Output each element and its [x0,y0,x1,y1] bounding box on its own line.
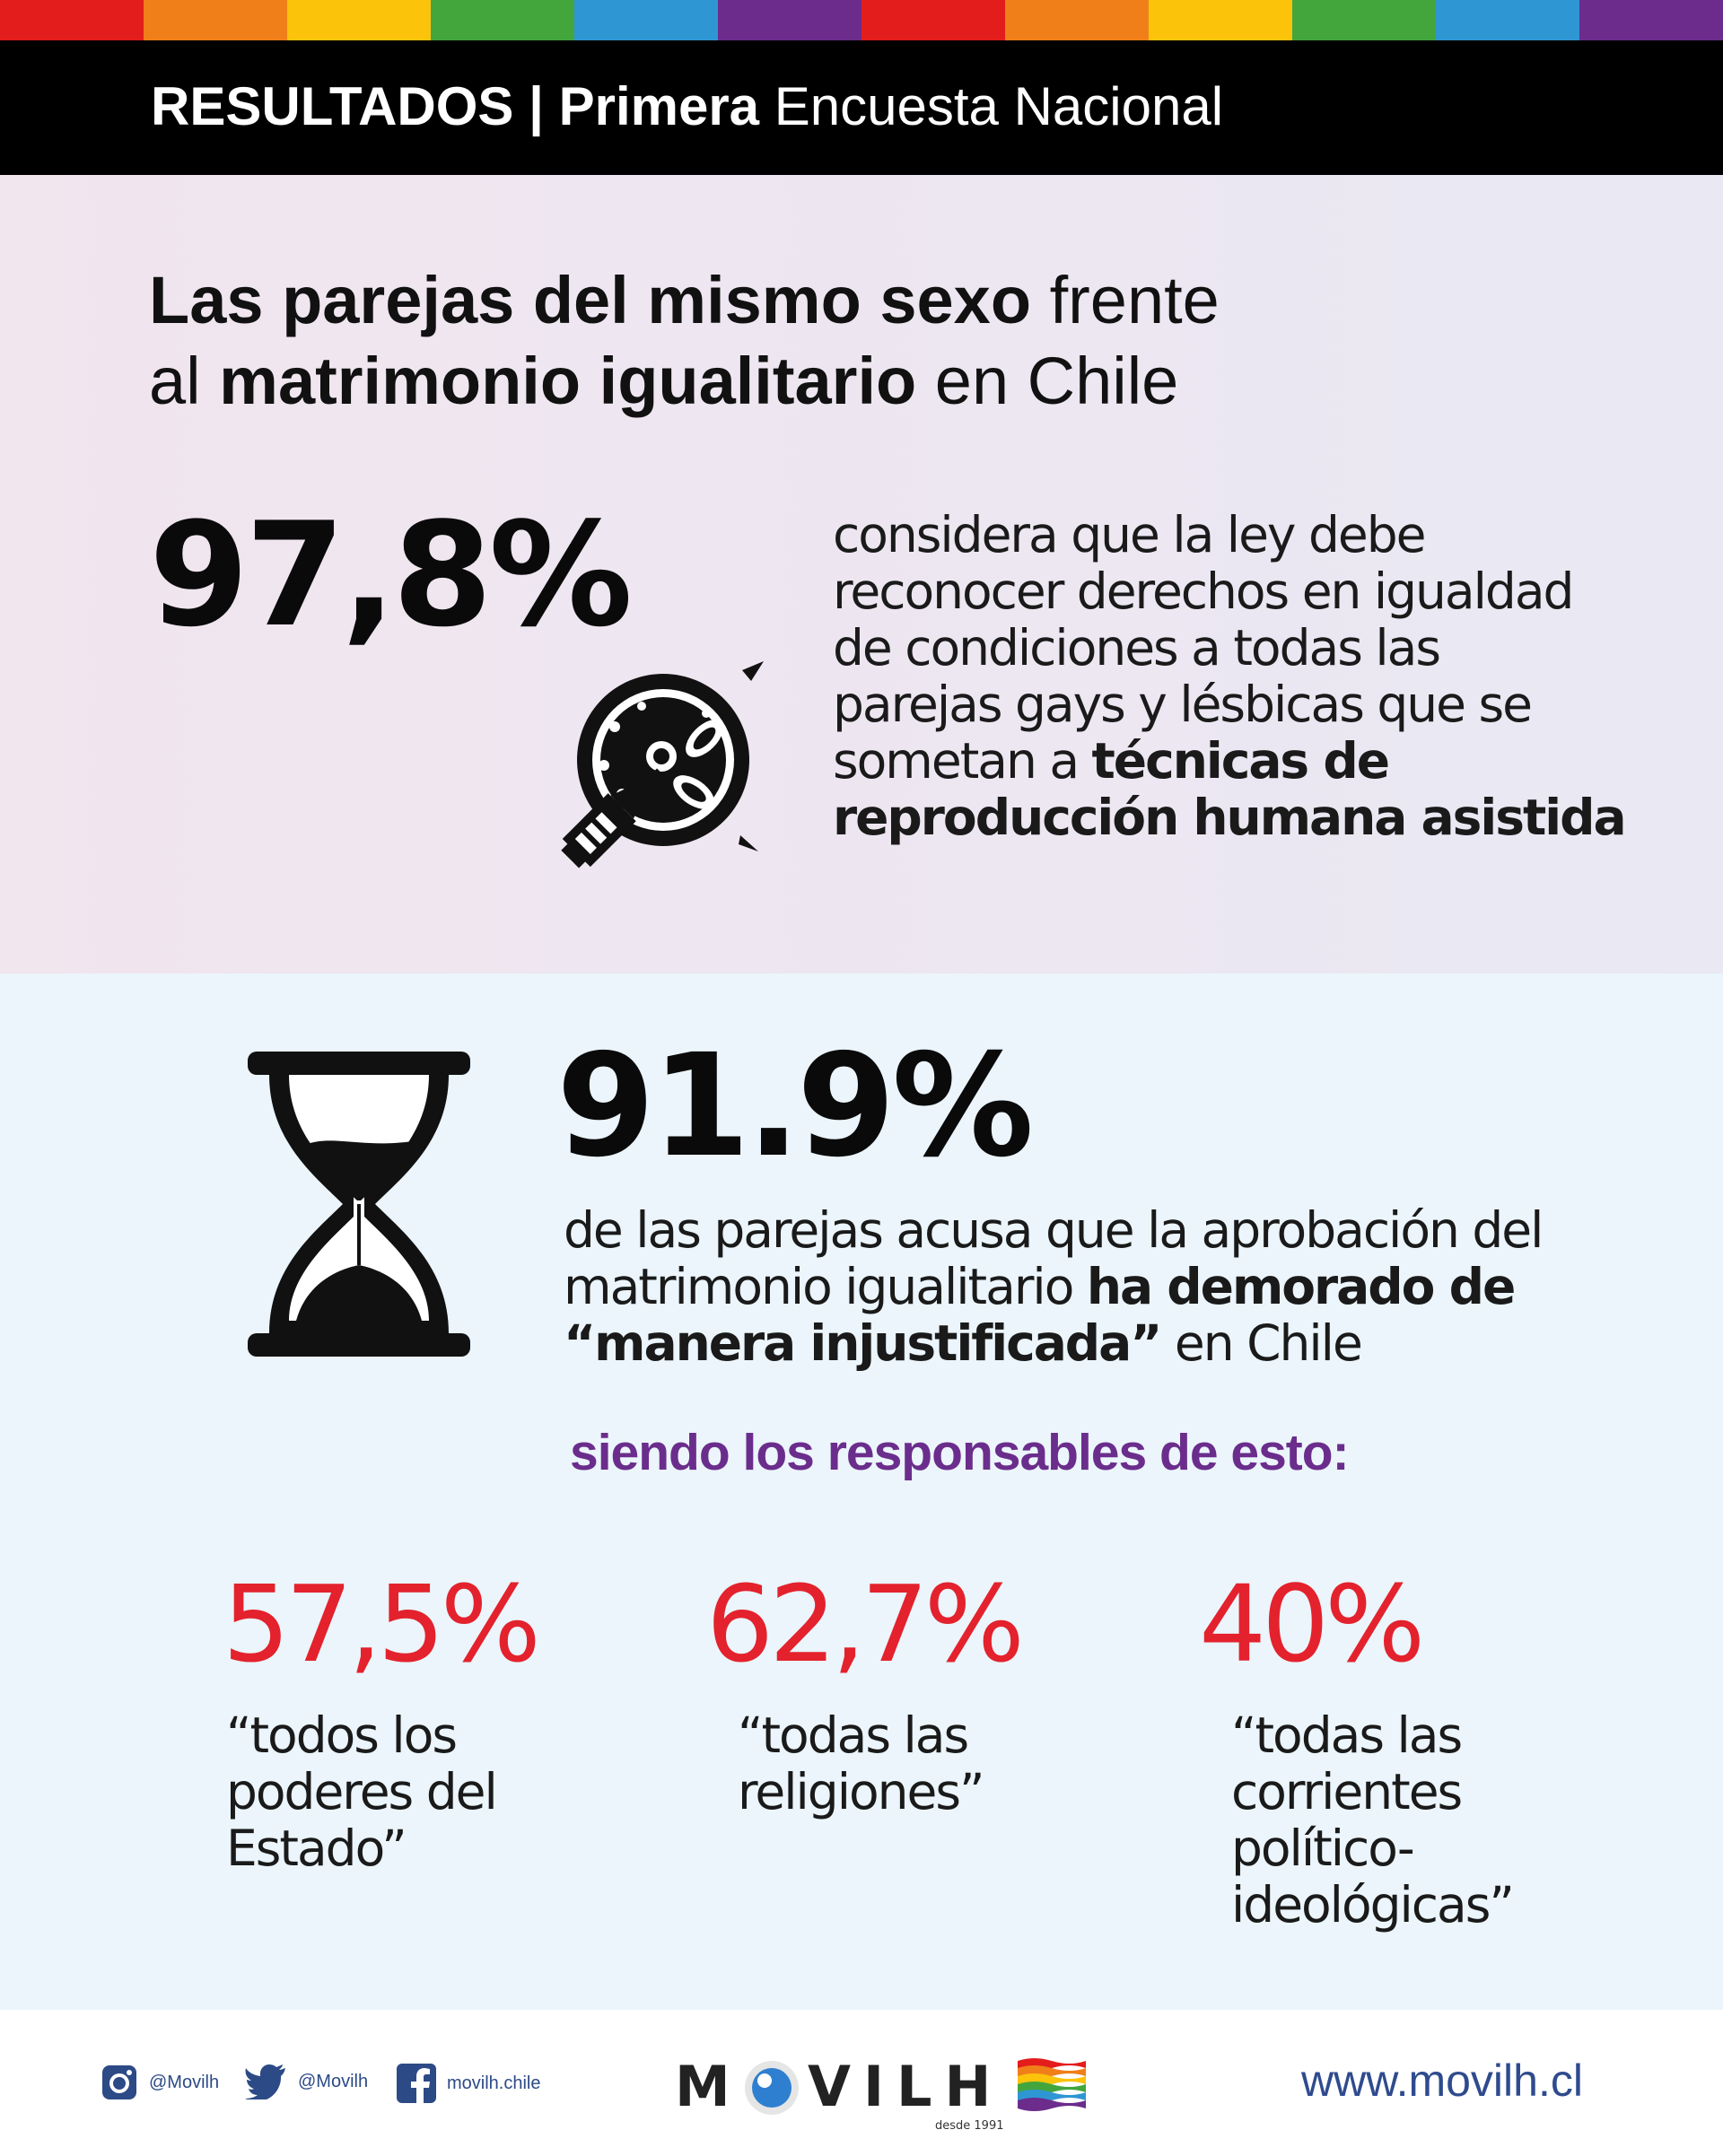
rainbow-segment [574,0,718,40]
website-link[interactable]: www.movilh.cl [1301,2056,1583,2106]
logo-letters: VILH [808,2054,1003,2119]
stat-description-delay: de las parejas acusa que la aprobación d… [564,1201,1544,1372]
header-bar: RESULTADOS | Primera Encuesta Nacional [0,40,1723,175]
rainbow-segment [1579,0,1723,40]
twitter-handle: @Movilh [298,2071,369,2091]
twitter-icon [245,2064,285,2099]
responsable-value: 62,7% [706,1562,1025,1686]
rainbow-segment [431,0,574,40]
logo-tagline: desde 1991 [935,2119,1004,2133]
instagram-handle: @Movilh [149,2072,220,2092]
rainbow-segment [0,0,144,40]
assisted-reproduction-icon [561,661,764,869]
rainbow-bar [0,0,1723,40]
stat-value-delay: 91.9% [556,1024,1034,1189]
rainbow-segment [862,0,1005,40]
rainbow-segment [287,0,431,40]
facebook-link[interactable]: movilh.chile [397,2064,540,2103]
stat-description-reproduction: considera que la ley debe reconocer dere… [833,506,1627,846]
instagram-link[interactable]: @Movilh [101,2064,219,2101]
facebook-icon [397,2064,436,2103]
responsable-label: “todos los poderes del Estado” [226,1706,498,1877]
rainbow-flag-icon [1018,2058,1086,2111]
rainbow-segment [1436,0,1579,40]
movilh-logo: M VILH desde 1991 [675,2048,1106,2139]
hourglass-icon [248,1052,470,1357]
section-delay [0,973,1723,2010]
responsable-value: 57,5% [223,1562,541,1686]
rainbow-segment [718,0,862,40]
footer [0,2010,1723,2156]
facebook-handle: movilh.chile [447,2073,541,2093]
rainbow-segment [144,0,287,40]
responsables-heading: siendo los responsables de esto: [570,1424,1350,1481]
page-title: Las parejas del mismo sexo frente al mat… [149,263,1220,418]
header-title: RESULTADOS | Primera Encuesta Nacional [151,76,1224,136]
rainbow-segment [1149,0,1292,40]
twitter-link[interactable]: @Movilh [244,2064,368,2099]
responsable-label: “todas las religiones” [738,1706,984,1820]
rainbow-segment [1005,0,1149,40]
section-reproduction [0,175,1723,973]
responsable-label: “todas las corrientes político- ideológi… [1231,1706,1515,1933]
rainbow-segment [1292,0,1436,40]
instagram-icon [102,2065,136,2099]
stat-value-reproduction: 97,8% [149,491,633,659]
responsable-value: 40% [1199,1562,1425,1686]
logo-letter-m: M [675,2054,730,2119]
